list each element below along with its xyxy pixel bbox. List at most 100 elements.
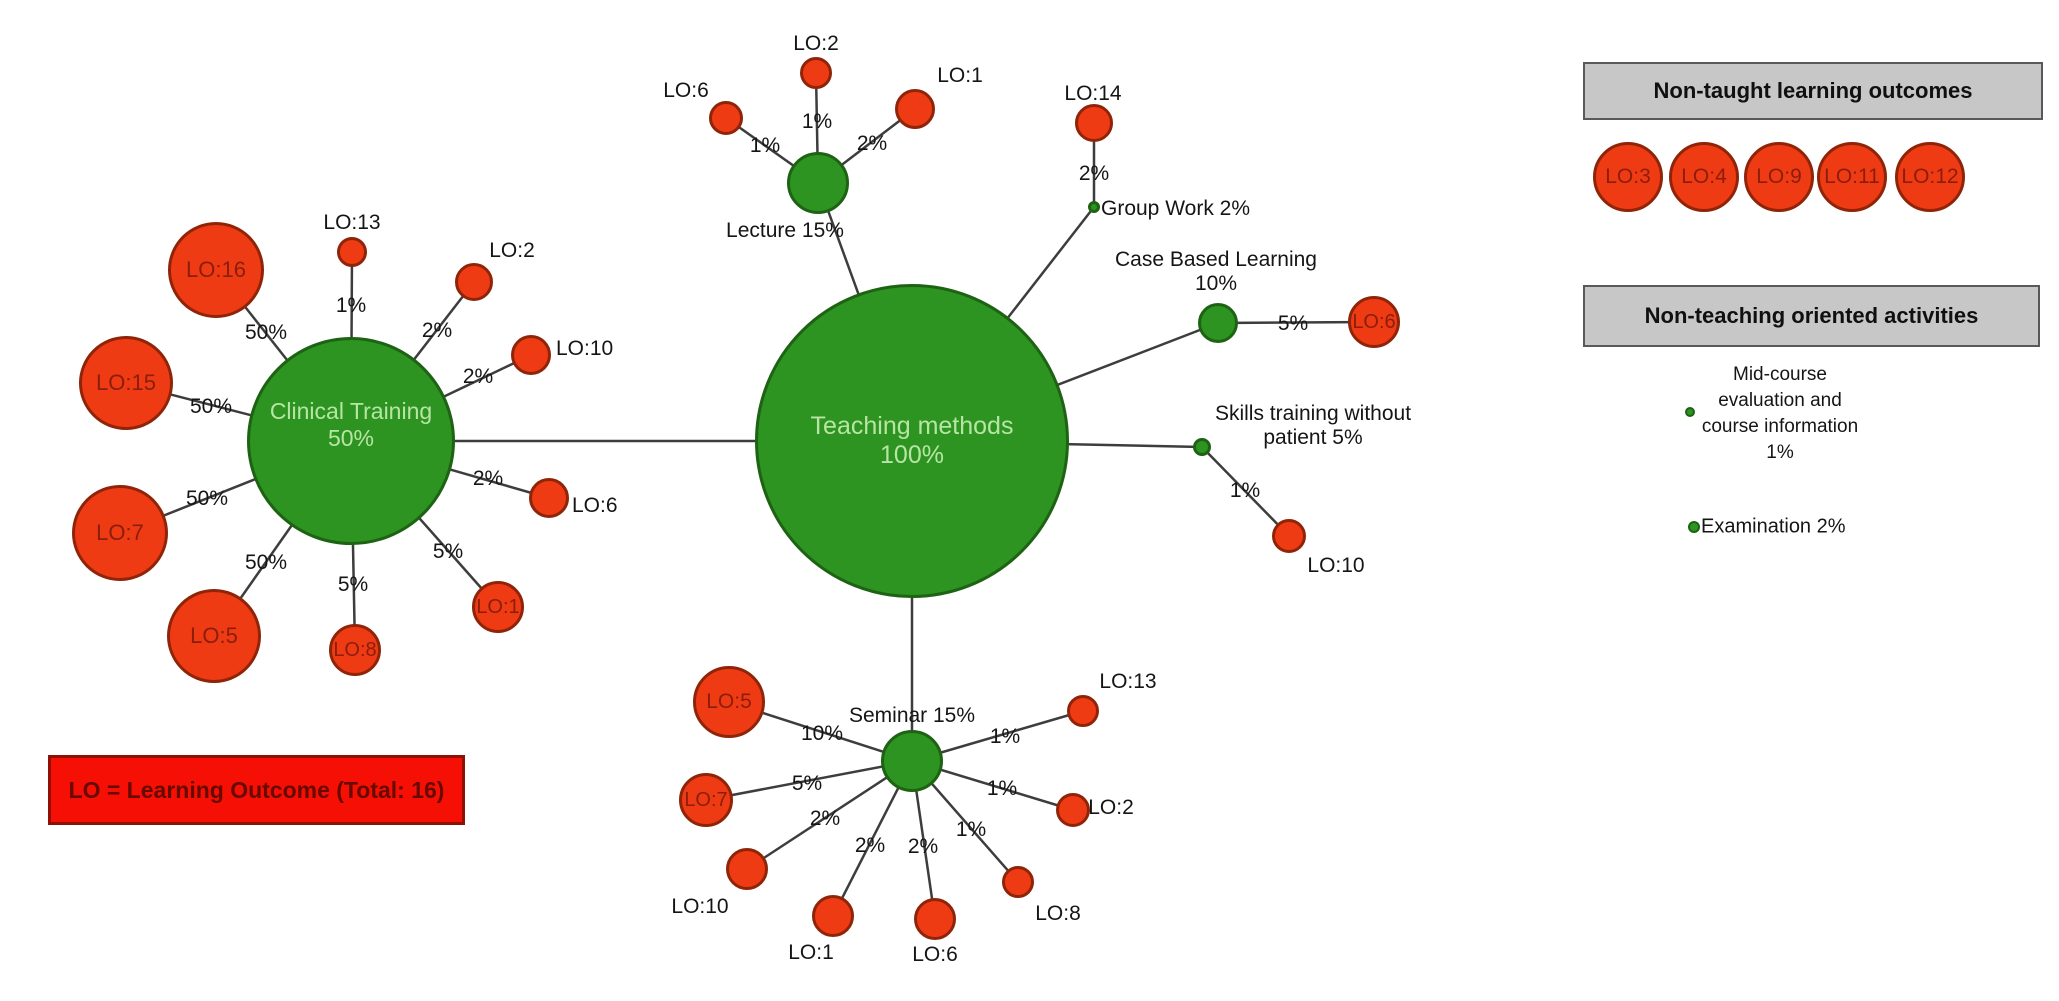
edge-percentage-label: 2% <box>1078 162 1110 185</box>
edge-percentage-label: 1% <box>335 294 367 317</box>
node-inside-label: LO:5 <box>190 623 238 648</box>
node-c13 <box>337 237 367 267</box>
node-outside-label-line: Skills training without <box>1214 402 1412 425</box>
node-b6: LO:6 <box>1348 296 1400 348</box>
node-label-seminar: Seminar 15% <box>848 704 976 727</box>
node-clinical: Clinical Training 50% <box>247 337 455 545</box>
node-m6 <box>914 898 956 940</box>
edge-line <box>1201 446 1290 537</box>
mid-course-line-2: evaluation and <box>1718 390 1842 411</box>
edge-percentage-label: 2% <box>472 467 504 490</box>
node-label-c10: LO:10 <box>556 337 614 360</box>
node-c1: LO:1 <box>472 581 524 633</box>
edge-line <box>705 759 913 802</box>
edge-percentage-label: 2% <box>421 319 453 342</box>
examination-label: Examination 2% <box>1701 515 1846 538</box>
node-m7: LO:7 <box>679 773 733 827</box>
mid-course-line-3: course information <box>1701 416 1859 437</box>
node-groupwork <box>1088 201 1100 213</box>
node-outside-label-line: 10% <box>1194 272 1238 295</box>
node-inside-label: 100% <box>880 441 944 469</box>
edge-line <box>746 759 913 871</box>
mid-course-dot <box>1685 407 1695 417</box>
node-label-l1: LO:1 <box>937 64 983 87</box>
edge-percentage-label: 1% <box>801 110 833 133</box>
node-l2 <box>800 57 832 89</box>
node-m5: LO:5 <box>693 666 765 738</box>
examination-dot <box>1688 521 1700 533</box>
node-label-m8: LO:8 <box>1035 902 1081 925</box>
node-inside-label: LO:7 <box>96 520 144 545</box>
non-taught-title-box: Non-taught learning outcomes <box>1583 62 2043 120</box>
edge-percentage-label: 1% <box>749 134 781 157</box>
node-inside-label: LO:12 <box>1901 165 1959 188</box>
legend-box: LO = Learning Outcome (Total: 16) <box>48 755 465 825</box>
node-label-c13: LO:13 <box>323 211 381 234</box>
non-taught-circle-lo3: LO:3 <box>1593 142 1663 212</box>
node-m2 <box>1056 793 1090 827</box>
node-inside-label: LO:7 <box>684 788 728 811</box>
node-c5: LO:5 <box>167 589 261 683</box>
node-teaching: Teaching methods 100% <box>755 284 1069 598</box>
node-inside-label: LO:1 <box>476 595 520 618</box>
node-label-cbl: Case Based Learning 10% <box>1115 248 1317 296</box>
mid-course-line-4: 1% <box>1766 442 1794 463</box>
node-label-skills: Skills training without patient 5% <box>1215 402 1411 450</box>
edge-percentage-label: 50% <box>185 487 229 510</box>
edge-percentage-label: 5% <box>432 540 464 563</box>
edge-percentage-label: 1% <box>955 818 987 841</box>
node-inside-label: LO:6 <box>1352 310 1396 333</box>
non-taught-circle-lo11: LO:11 <box>1817 142 1887 212</box>
non-taught-circle-lo4: LO:4 <box>1669 142 1739 212</box>
node-inside-label: Teaching methods <box>810 412 1014 440</box>
node-skills <box>1193 438 1211 456</box>
node-lecture <box>787 152 849 214</box>
node-s10 <box>1272 519 1306 553</box>
node-label-m1: LO:1 <box>788 941 834 964</box>
node-m10 <box>726 848 768 890</box>
node-outside-label-line: patient 5% <box>1263 426 1363 449</box>
node-label-m10: LO:10 <box>671 895 729 918</box>
node-m8 <box>1002 866 1034 898</box>
edge-percentage-label: 5% <box>337 573 369 596</box>
node-m13 <box>1067 695 1099 727</box>
node-label-g14: LO:14 <box>1064 82 1122 105</box>
node-inside-label: LO:11 <box>1824 165 1880 188</box>
node-c7: LO:7 <box>72 485 168 581</box>
node-label-groupwork: Group Work 2% <box>1101 197 1250 220</box>
node-c16: LO:16 <box>168 222 264 318</box>
edge-percentage-label: 2% <box>907 835 939 858</box>
non-taught-title: Non-taught learning outcomes <box>1653 78 1973 103</box>
node-cbl <box>1198 303 1238 343</box>
edge-percentage-label: 2% <box>854 834 886 857</box>
node-c2 <box>455 263 493 301</box>
node-inside-label: LO:9 <box>1756 165 1802 188</box>
non-teaching-title: Non-teaching oriented activities <box>1644 303 1979 328</box>
node-inside-label: LO:15 <box>96 370 156 395</box>
node-label-l6: LO:6 <box>663 79 709 102</box>
edge-percentage-label: 50% <box>244 551 288 574</box>
node-l1 <box>895 89 935 129</box>
edge-percentage-label: 50% <box>189 395 233 418</box>
edge-percentage-label: 50% <box>244 321 288 344</box>
non-taught-circle-lo12: LO:12 <box>1895 142 1965 212</box>
node-label-c6: LO:6 <box>572 494 618 517</box>
node-label-m6: LO:6 <box>912 943 958 966</box>
edge-percentage-label: 5% <box>791 772 823 795</box>
node-c6 <box>529 478 569 518</box>
edge-percentage-label: 10% <box>800 722 844 745</box>
node-inside-label: LO:4 <box>1681 165 1727 188</box>
edge-percentage-label: 1% <box>986 777 1018 800</box>
edge-percentage-label: 1% <box>989 725 1021 748</box>
node-inside-label: Clinical Training 50% <box>269 398 433 451</box>
node-label-lecture: Lecture 15% <box>726 219 844 242</box>
node-c8: LO:8 <box>329 624 381 676</box>
node-inside-label: LO:16 <box>186 257 246 282</box>
legend-text: LO = Learning Outcome (Total: 16) <box>68 776 445 803</box>
node-label-s10: LO:10 <box>1307 554 1365 577</box>
node-c10 <box>511 335 551 375</box>
mid-course-line-1: Mid-course <box>1733 364 1827 385</box>
edge-percentage-label: 1% <box>1229 479 1261 502</box>
edge-percentage-label: 2% <box>809 807 841 830</box>
